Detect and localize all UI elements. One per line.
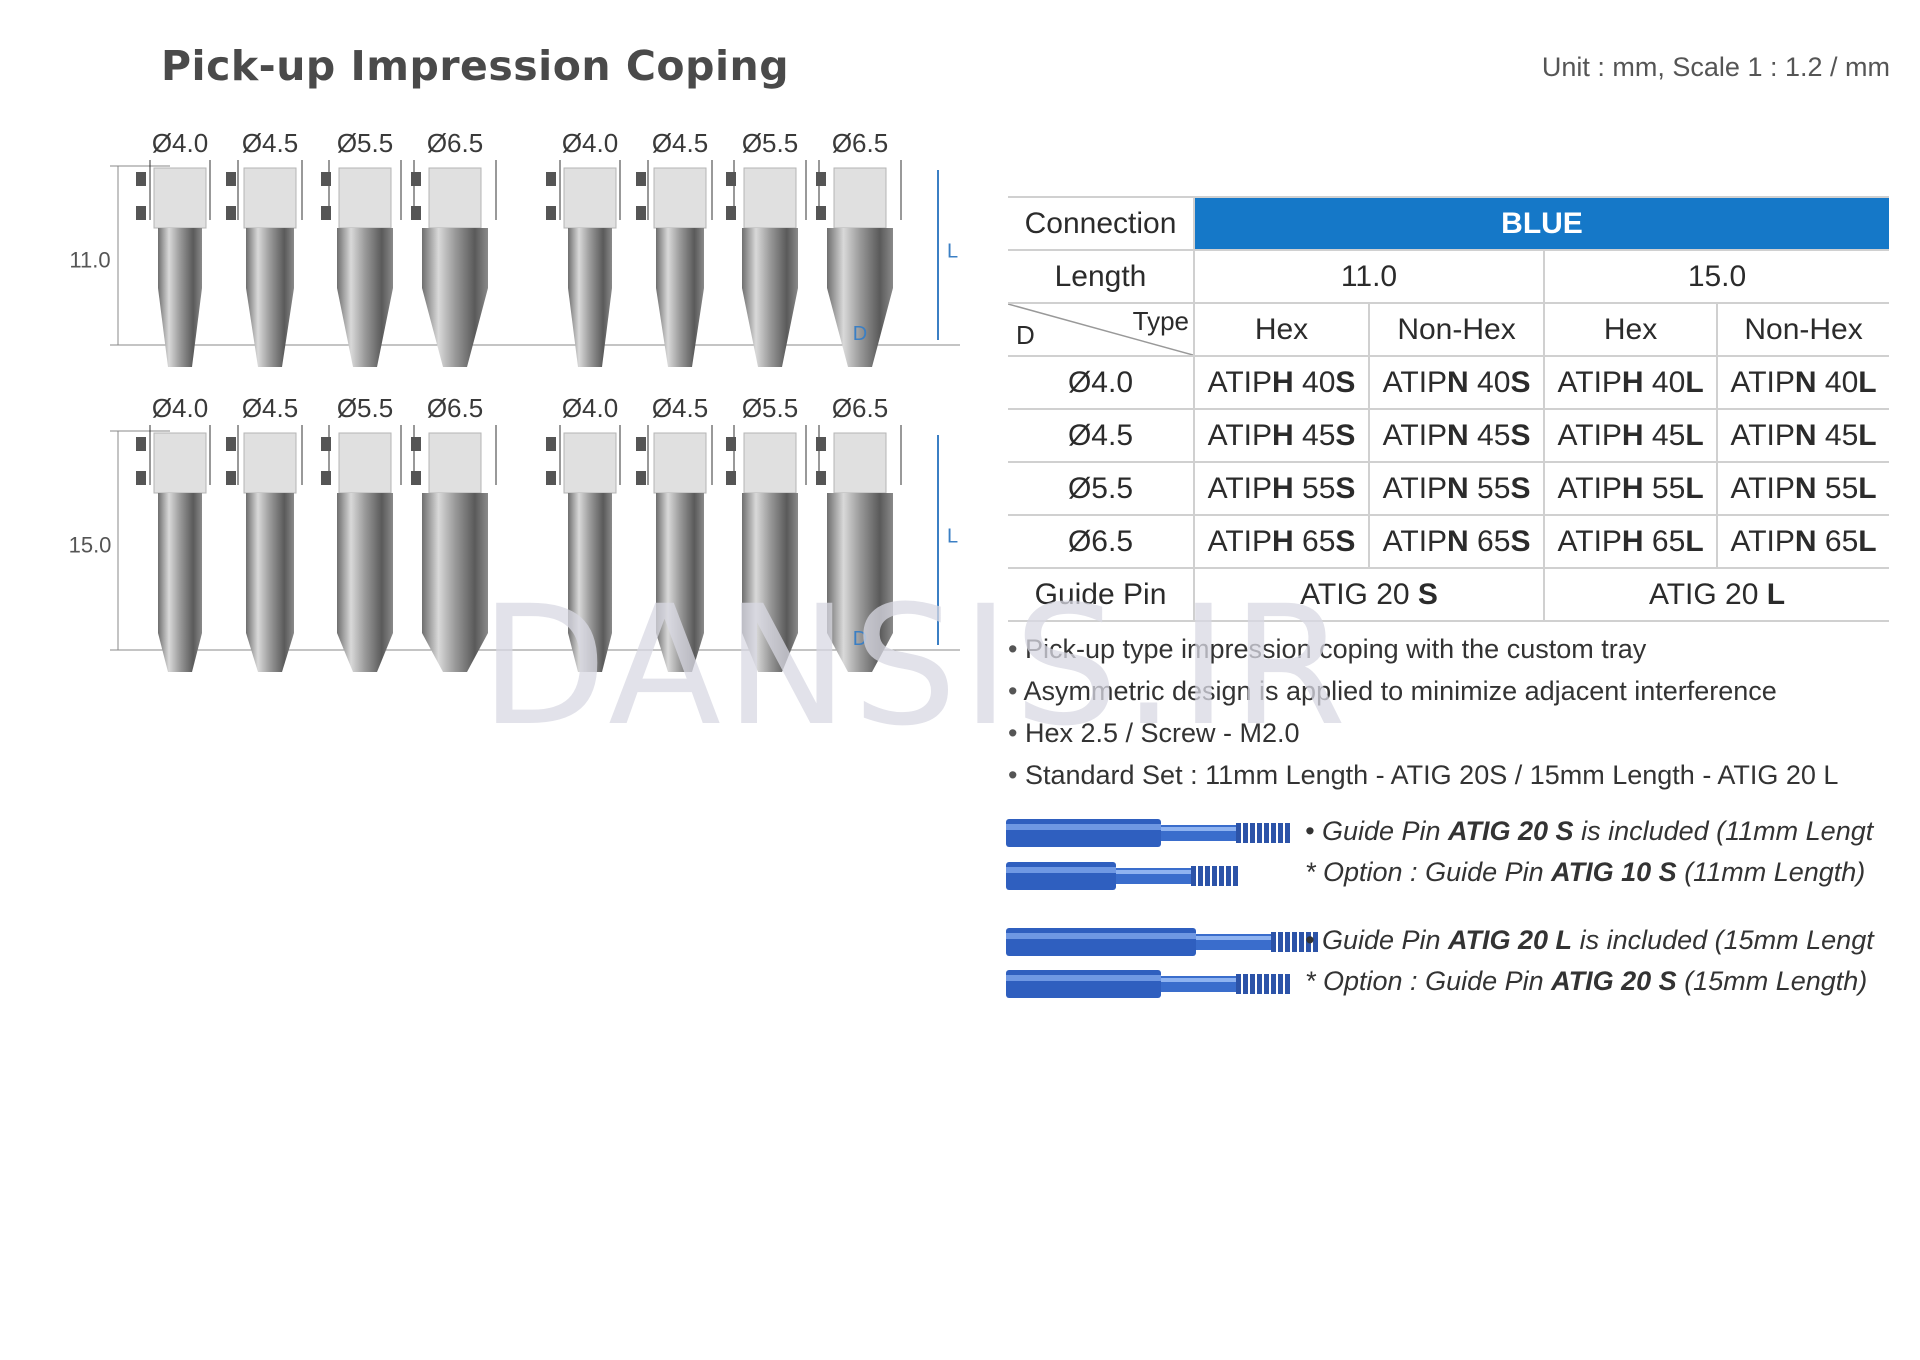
diameter-label: Ø4.5 — [242, 393, 298, 423]
type-hex-11: Hex — [1194, 303, 1371, 357]
l-dimension-label: L — [947, 241, 958, 263]
diameter-label: Ø4.0 — [562, 130, 618, 158]
product-code: ATIPH 40S — [1194, 356, 1371, 410]
guide-pin-11: ATIG 20 S — [1194, 568, 1546, 622]
coping-image — [321, 425, 402, 672]
guide-pin-15: ATIG 20 L — [1544, 568, 1889, 622]
product-code: ATIPH 55S — [1194, 462, 1371, 516]
coping-image — [546, 425, 621, 672]
corner-cell: D Type — [1008, 303, 1195, 357]
type-hex-15: Hex — [1544, 303, 1719, 357]
table-row: Ø5.5 ATIPH 55S ATIPN 55S ATIPH 55L ATIPN 55L — [1008, 462, 1889, 516]
feature-item: Pick-up type impression coping with the … — [1008, 628, 1838, 670]
spec-table: Connection BLUE Length 11.0 15.0 D Type … — [1008, 196, 1889, 622]
coping-illustration: Ø4.0 Ø4.5 Ø5.5 Ø6.5 Ø4.0 Ø4.5 Ø5.5 Ø6.5 11.0 L D Ø4… — [70, 130, 960, 672]
diameter-cell: Ø5.5 — [1008, 462, 1195, 516]
guide-pin-note: * Option : Guide Pin ATIG 20 S (15mm Len… — [1305, 966, 1868, 996]
coping-image — [636, 160, 713, 367]
guide-pin-note: • Guide Pin ATIG 20 S is included (11mm … — [1305, 816, 1874, 846]
connection-label: Connection — [1008, 196, 1195, 251]
feature-item: Hex 2.5 / Screw - M2.0 — [1008, 712, 1838, 754]
diameter-label: Ø5.5 — [742, 130, 798, 158]
diameter-label: Ø4.5 — [652, 130, 708, 158]
diameter-cell: Ø4.0 — [1008, 356, 1195, 410]
diameter-label: Ø4.5 — [652, 393, 708, 423]
product-code: ATIPH 65S — [1194, 515, 1371, 569]
coping-image — [136, 425, 211, 672]
guide-pin-label: Guide Pin — [1008, 568, 1195, 622]
unit-note: Unit : mm, Scale 1 : 1.2 / mm — [1541, 52, 1890, 82]
product-code: ATIPN 65S — [1369, 515, 1546, 569]
diameter-label: Ø4.0 — [562, 393, 618, 423]
product-code: ATIPH 40L — [1544, 356, 1719, 410]
product-code: ATIPN 45S — [1369, 409, 1546, 463]
length-15: 15.0 — [1544, 250, 1889, 304]
feature-item: Asymmetric design is applied to minimize… — [1008, 670, 1838, 712]
corner-d-label: D — [1016, 320, 1035, 350]
diameter-label: Ø4.0 — [152, 130, 208, 158]
product-code: ATIPN 65L — [1717, 515, 1889, 569]
diameter-label: Ø6.5 — [427, 393, 483, 423]
diameter-label: Ø6.5 — [832, 130, 888, 158]
guide-pin-note: * Option : Guide Pin ATIG 10 S (11mm Len… — [1305, 857, 1866, 887]
length-label: 11.0 — [70, 248, 111, 273]
length-label: Length — [1008, 250, 1195, 304]
product-code: ATIPN 40L — [1717, 356, 1889, 410]
l-dimension-label: L — [947, 526, 958, 548]
feature-list: Pick-up type impression coping with the … — [1008, 628, 1838, 796]
coping-image — [546, 160, 621, 367]
d-dimension-label: D — [853, 628, 867, 650]
diameter-label: Ø5.5 — [337, 393, 393, 423]
table-row: Ø4.5 ATIPH 45S ATIPN 45S ATIPH 45L ATIPN 45L — [1008, 409, 1889, 463]
coping-image — [726, 425, 807, 672]
product-code: ATIPN 45L — [1717, 409, 1889, 463]
diameter-label: Ø4.0 — [152, 393, 208, 423]
guide-pin-note: • Guide Pin ATIG 20 L is included (15mm … — [1305, 925, 1874, 955]
product-code: ATIPN 55L — [1717, 462, 1889, 516]
diameter-label: Ø5.5 — [742, 393, 798, 423]
length-11: 11.0 — [1194, 250, 1546, 304]
d-dimension-label: D — [853, 323, 867, 345]
product-code: ATIPH 55L — [1544, 462, 1719, 516]
product-code: ATIPH 65L — [1544, 515, 1719, 569]
feature-item: Standard Set : 11mm Length - ATIG 20S / … — [1008, 754, 1838, 796]
page-title: Pick-up Impression Coping — [161, 42, 790, 90]
coping-image — [226, 160, 303, 367]
coping-image — [411, 160, 497, 367]
connection-value: BLUE — [1194, 196, 1889, 251]
diameter-label: Ø5.5 — [337, 130, 393, 158]
diameter-label: Ø6.5 — [427, 130, 483, 158]
coping-image — [816, 425, 902, 672]
table-row: Ø6.5 ATIPH 65S ATIPN 65S ATIPH 65L ATIPN 65L — [1008, 515, 1889, 569]
type-nonhex-11: Non-Hex — [1369, 303, 1546, 357]
diameter-label: Ø4.5 — [242, 130, 298, 158]
coping-image — [136, 160, 211, 367]
product-code: ATIPH 45S — [1194, 409, 1371, 463]
product-code: ATIPN 55S — [1369, 462, 1546, 516]
corner-type-label: Type — [1132, 306, 1189, 336]
table-row: Ø4.0 ATIPH 40S ATIPN 40S ATIPH 40L ATIPN 40L — [1008, 356, 1889, 410]
product-code: ATIPN 40S — [1369, 356, 1546, 410]
coping-image — [816, 160, 902, 367]
coping-image — [411, 425, 497, 672]
coping-image — [226, 425, 303, 672]
diagonal-divider — [1008, 304, 1193, 355]
diameter-cell: Ø6.5 — [1008, 515, 1195, 569]
diameter-label: Ø6.5 — [832, 393, 888, 423]
length-label: 15.0 — [70, 533, 111, 558]
coping-image — [726, 160, 807, 367]
coping-image — [636, 425, 713, 672]
type-nonhex-15: Non-Hex — [1717, 303, 1889, 357]
diameter-cell: Ø4.5 — [1008, 409, 1195, 463]
coping-image — [321, 160, 402, 367]
product-code: ATIPH 45L — [1544, 409, 1719, 463]
